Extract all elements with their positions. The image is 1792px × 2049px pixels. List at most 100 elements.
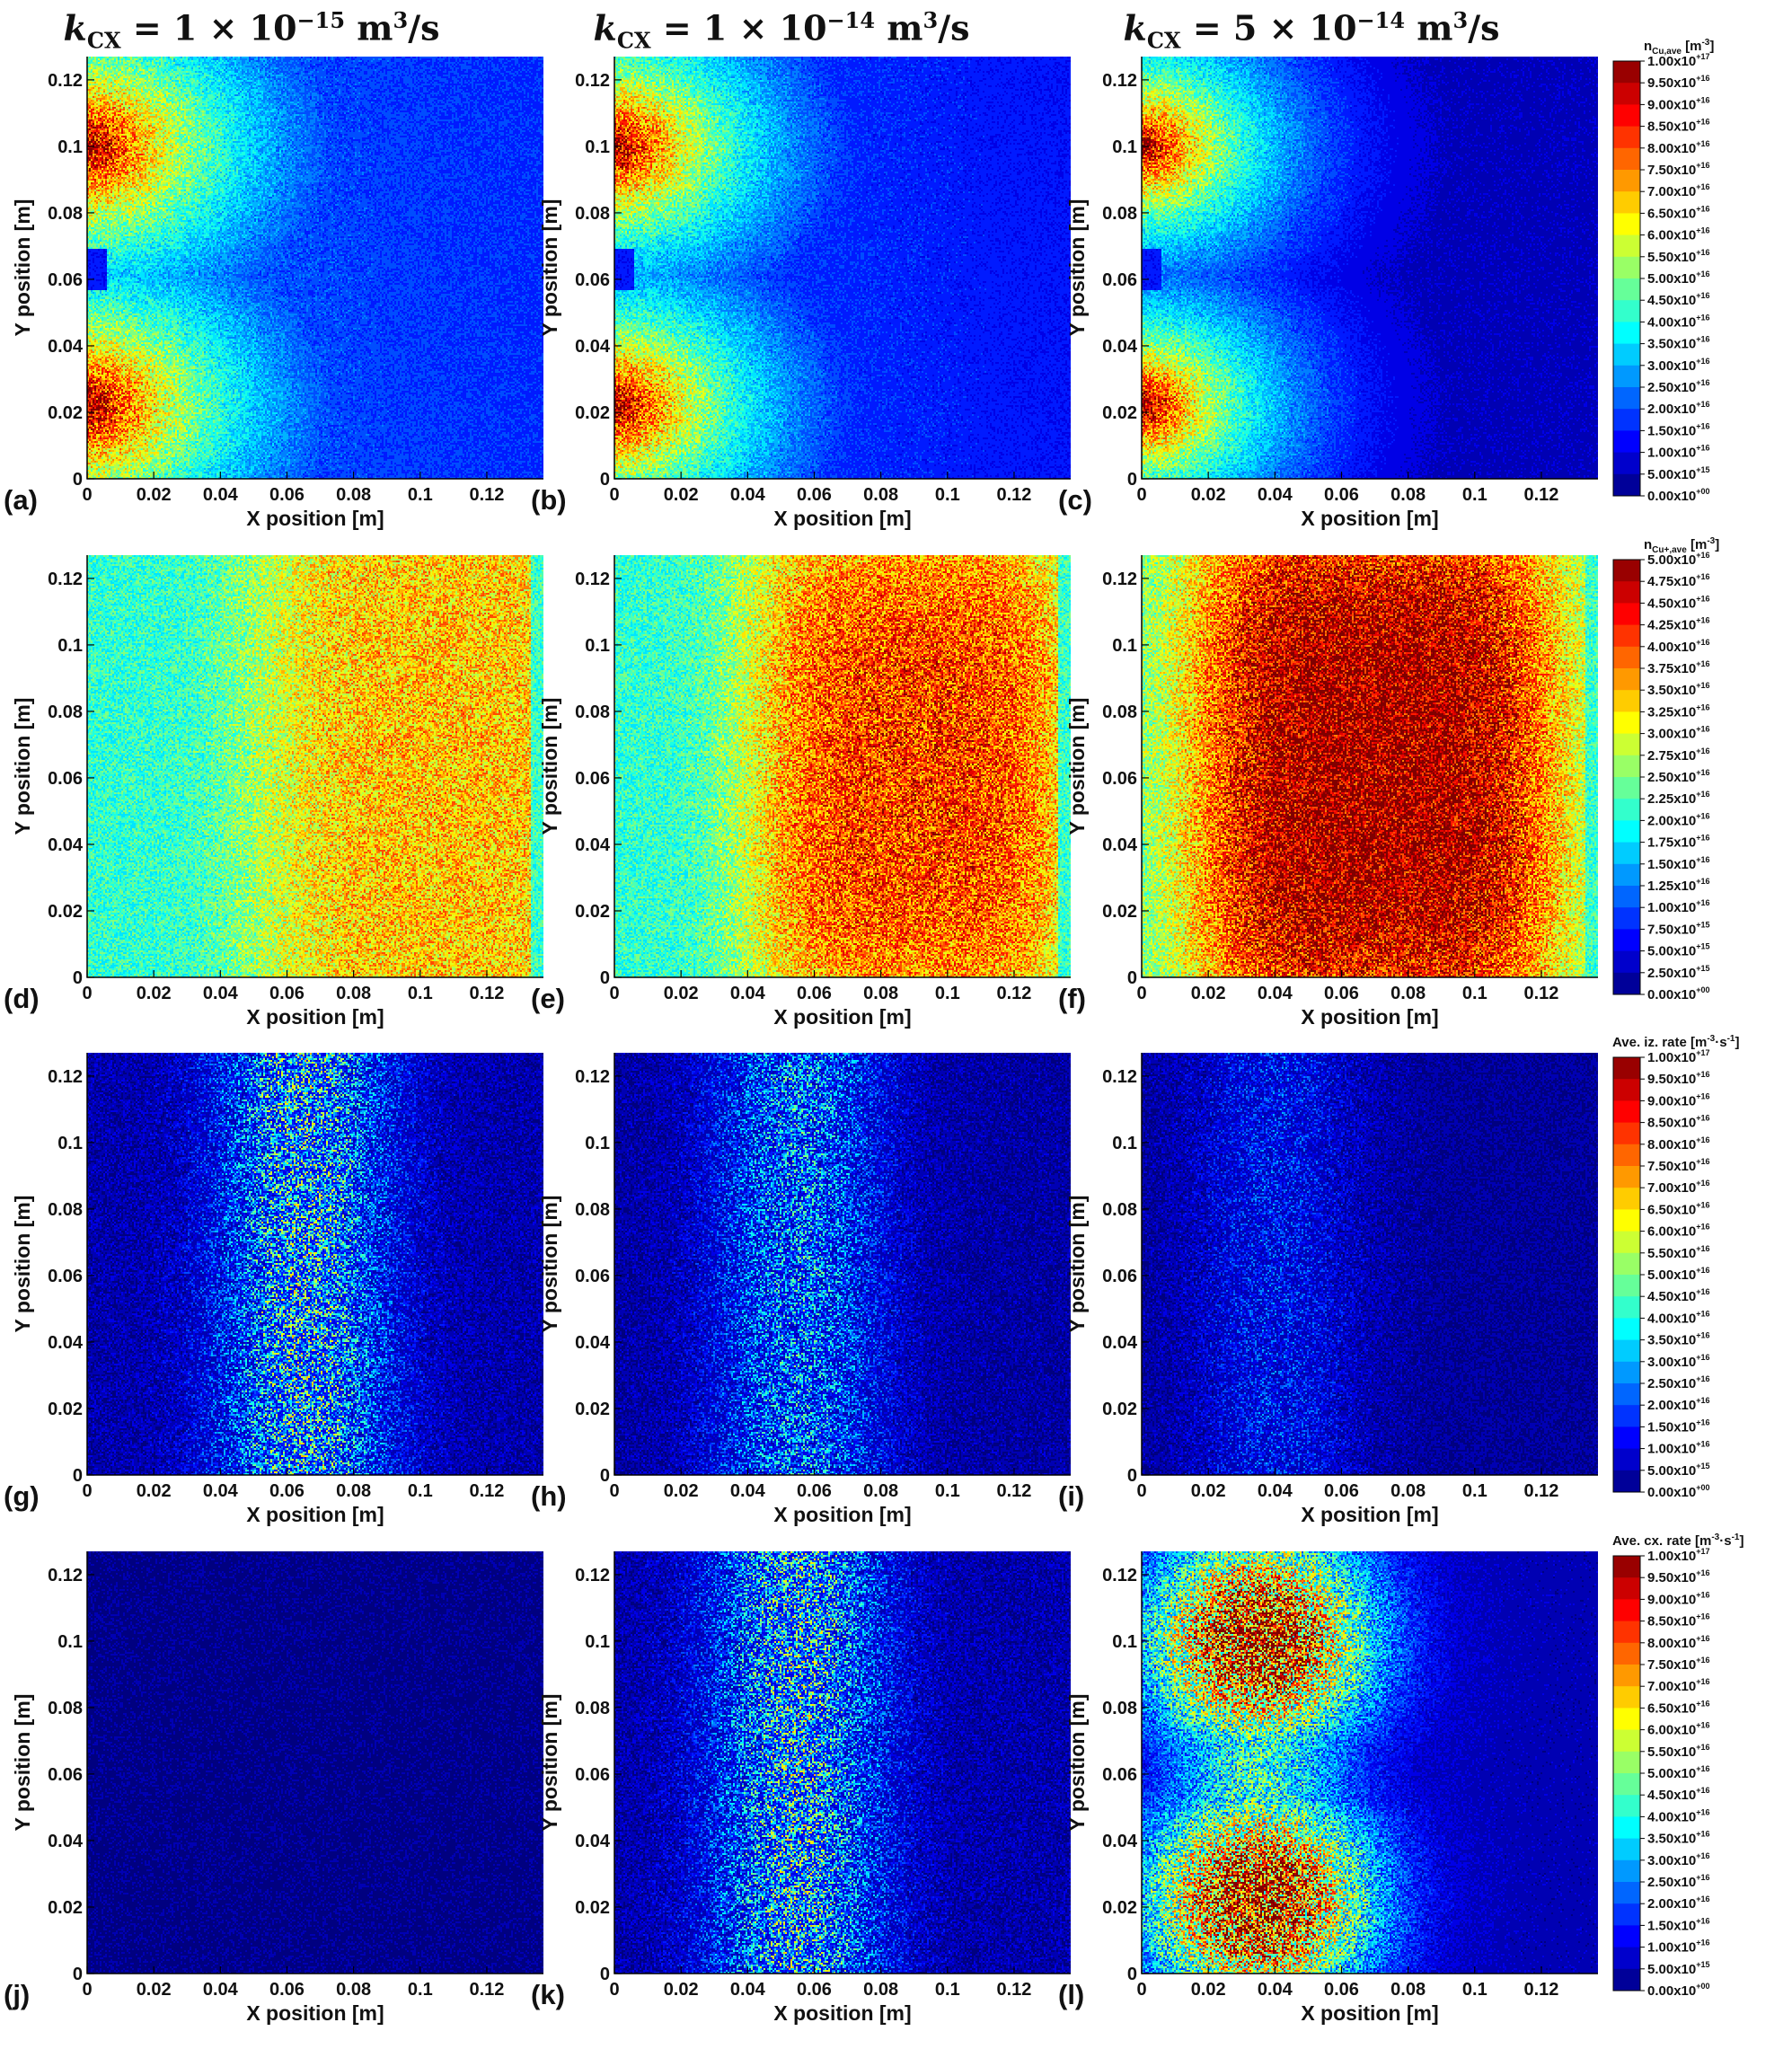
colorbar-label: 7.50x10+16 (1647, 1157, 1710, 1174)
colorbar-swatch (1613, 1318, 1640, 1341)
x-axis-title: X position [m] (246, 1503, 384, 1526)
colorbar-label: 9.50x10+16 (1647, 1070, 1710, 1087)
x-tick-label: 0 (82, 1481, 92, 1501)
x-tick-label: 0.04 (1258, 1481, 1293, 1501)
colorbar-swatch (1613, 1947, 1640, 1970)
y-tick-label: 0.06 (1102, 1267, 1137, 1286)
colorbar-label: 5.00x10+16 (1647, 551, 1710, 568)
heatmap-image (87, 1053, 543, 1475)
x-axis-title: X position [m] (1301, 1005, 1438, 1029)
colorbar-label: 1.50x10+16 (1647, 421, 1710, 438)
x-axis-title: X position [m] (1301, 1503, 1438, 1526)
y-axis-title: Y position [m] (11, 1694, 34, 1832)
y-axis-title: Y position [m] (1065, 1196, 1089, 1333)
y-tick-label: 0.06 (1102, 1765, 1137, 1785)
colorbar-swatch (1613, 1296, 1640, 1319)
x-tick-label: 0.02 (1191, 485, 1226, 505)
colorbar-label: 1.00x10+16 (1647, 898, 1710, 915)
colorbar-label: 5.50x10+16 (1647, 1244, 1710, 1261)
panel-label: (a) (4, 484, 38, 516)
colorbar-swatch (1613, 886, 1640, 908)
colorbar-swatch (1613, 1470, 1640, 1493)
y-tick-label: 0.1 (585, 636, 610, 656)
y-tick-label: 0.12 (575, 71, 610, 91)
panel-label: (b) (531, 484, 567, 516)
y-tick-label: 0.08 (1102, 204, 1137, 224)
colorbar-swatch (1613, 104, 1640, 128)
x-axis-title: X position [m] (246, 507, 384, 530)
y-tick-label: 0.12 (575, 1067, 610, 1087)
colorbar-swatch (1613, 1339, 1640, 1363)
colorbar-label: 2.50x10+15 (1647, 964, 1710, 981)
x-tick-label: 0.1 (1462, 485, 1487, 505)
colorbar-label: 1.75x10+16 (1647, 834, 1710, 851)
colorbar-swatch (1613, 256, 1640, 279)
x-tick-label: 0.06 (269, 1481, 305, 1501)
x-tick-label: 0.04 (203, 1481, 239, 1501)
colorbar-swatch (1613, 322, 1640, 345)
y-tick-label: 0 (1127, 968, 1137, 988)
colorbar-swatch (1613, 733, 1640, 756)
x-tick-label: 0.08 (1390, 1980, 1426, 2000)
colorbar-swatch (1613, 1925, 1640, 1948)
y-tick-label: 0.06 (48, 1267, 83, 1286)
colorbar-label: 1.50x10+16 (1647, 855, 1710, 872)
colorbar-label: 5.00x10+16 (1647, 269, 1710, 287)
y-tick-label: 0.04 (1102, 1832, 1138, 1851)
x-tick-label: 0.02 (137, 984, 172, 1003)
colorbar-label: 9.00x10+16 (1647, 95, 1710, 112)
colorbar-swatch (1613, 711, 1640, 735)
colorbar-swatch (1613, 624, 1640, 648)
colorbar-label: 5.50x10+16 (1647, 1743, 1710, 1760)
x-tick-label: 0 (82, 1980, 92, 2000)
x-axis-title: X position [m] (1301, 2001, 1438, 2025)
x-tick-label: 0.06 (269, 1980, 305, 2000)
y-axis-title: Y position [m] (1065, 199, 1089, 337)
x-tick-label: 0.02 (1191, 1980, 1226, 2000)
colorbar-label: 5.00x10+15 (1647, 465, 1710, 482)
colorbar-swatch (1613, 278, 1640, 301)
x-tick-label: 0.1 (935, 984, 960, 1003)
colorbar-label: 1.00x10+17 (1647, 1048, 1710, 1065)
colorbar-label: 2.00x10+16 (1647, 811, 1710, 828)
panel-label: (f) (1058, 983, 1086, 1014)
colorbar-label: 5.00x10+15 (1647, 1462, 1710, 1479)
colorbar-swatch (1613, 603, 1640, 626)
colorbar-swatch (1613, 1144, 1640, 1167)
y-tick-label: 0 (73, 1466, 83, 1486)
x-tick-label: 0 (609, 485, 619, 505)
y-tick-label: 0.12 (1102, 1566, 1137, 1585)
x-tick-label: 0.04 (730, 984, 766, 1003)
x-tick-label: 0.08 (863, 1481, 898, 1501)
colorbar-swatch (1613, 755, 1640, 778)
colorbar-swatch (1613, 820, 1640, 843)
panel-label: (e) (531, 983, 565, 1014)
colorbar-swatch (1613, 1838, 1640, 1861)
x-tick-label: 0.06 (797, 485, 832, 505)
x-tick-label: 0.12 (469, 1980, 504, 2000)
panel-label: (d) (4, 983, 40, 1014)
colorbar-swatch (1613, 1882, 1640, 1904)
colorbar-swatch (1613, 365, 1640, 388)
x-tick-label: 0.12 (469, 1481, 504, 1501)
x-tick-label: 0.06 (269, 984, 305, 1003)
colorbar-swatch (1613, 473, 1640, 497)
colorbar-swatch (1613, 907, 1640, 930)
colorbar-label: 2.00x10+16 (1647, 400, 1710, 417)
x-tick-label: 0.06 (797, 984, 832, 1003)
x-tick-label: 0.04 (203, 1980, 239, 2000)
y-axis-title: Y position [m] (538, 199, 561, 337)
y-tick-label: 0.06 (575, 1765, 610, 1785)
colorbar-label: 5.00x10+15 (1647, 942, 1710, 959)
colorbar-label: 6.50x10+16 (1647, 1699, 1710, 1716)
colorbar-swatch (1613, 1100, 1640, 1124)
x-tick-label: 0.08 (1390, 984, 1426, 1003)
y-tick-label: 0.08 (575, 1200, 610, 1220)
y-tick-label: 0.06 (575, 270, 610, 290)
colorbar-swatch (1613, 1686, 1640, 1709)
